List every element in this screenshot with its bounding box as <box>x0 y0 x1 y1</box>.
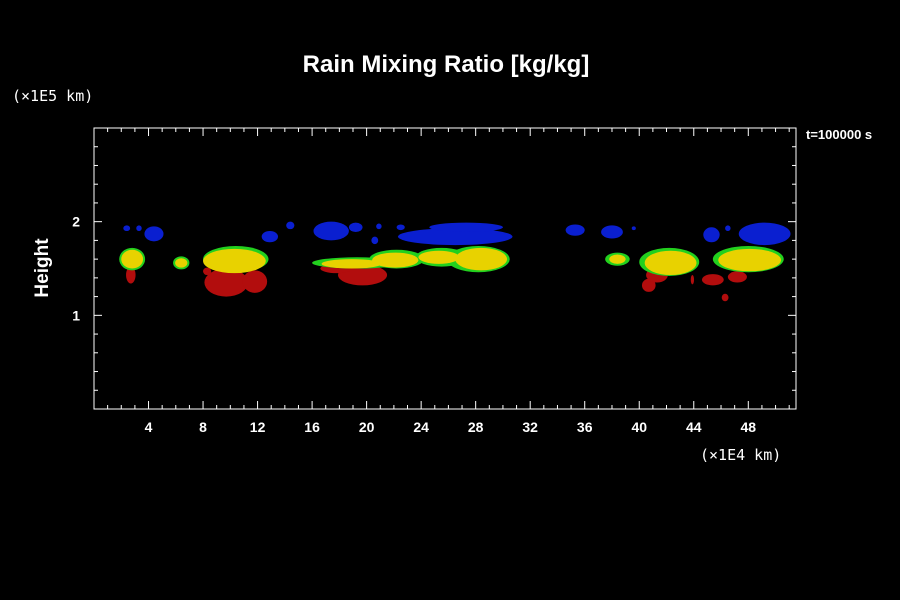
rain-region-yellow-40 <box>121 249 144 269</box>
x-tick-label: 20 <box>359 419 375 435</box>
rain-region-blue-11 <box>429 222 503 232</box>
rain-region-blue-6 <box>348 222 363 232</box>
rain-region-blue-10 <box>397 228 513 246</box>
rain-region-yellow-46 <box>455 247 508 271</box>
rain-region-red-28 <box>721 293 729 302</box>
rain-region-yellow-41 <box>175 258 188 268</box>
x-tick-label: 12 <box>250 419 266 435</box>
rain-region-blue-13 <box>601 225 623 239</box>
x-tick-label: 44 <box>686 419 702 435</box>
rain-region-blue-8 <box>371 236 379 245</box>
rain-region-red-18 <box>126 266 136 284</box>
x-tick-label: 36 <box>577 419 593 435</box>
rain-region-yellow-43 <box>321 259 382 269</box>
y-tick-label: 2 <box>72 214 80 230</box>
rain-region-red-27 <box>701 274 724 286</box>
rain-region-red-20 <box>242 270 268 293</box>
x-tick-label: 48 <box>741 419 757 435</box>
rain-region-red-19 <box>204 268 249 297</box>
rain-region-blue-17 <box>738 222 791 246</box>
rain-region-red-21 <box>203 267 212 276</box>
x-tick-label: 40 <box>631 419 647 435</box>
x-unit-label: (×1E4 km) <box>700 446 781 464</box>
rain-region-blue-0 <box>123 225 131 232</box>
axis-ticks <box>94 128 796 409</box>
rain-field <box>119 221 791 302</box>
y-axis-label: Height <box>32 238 53 298</box>
rain-region-yellow-48 <box>644 250 697 276</box>
x-tick-label: 24 <box>413 419 429 435</box>
rain-region-blue-15 <box>703 227 720 243</box>
rain-region-yellow-47 <box>609 254 626 264</box>
rain-region-blue-16 <box>725 225 731 232</box>
x-tick-label: 8 <box>199 419 207 435</box>
x-tick-label: 32 <box>522 419 538 435</box>
x-tick-label: 28 <box>468 419 484 435</box>
plot-frame <box>93 127 797 410</box>
rain-region-blue-1 <box>136 225 142 232</box>
x-tick-label: 4 <box>145 419 153 435</box>
rain-region-yellow-45 <box>418 250 460 264</box>
rain-region-yellow-42 <box>203 248 266 274</box>
rain-region-blue-9 <box>396 224 405 231</box>
rain-region-yellow-49 <box>718 248 782 272</box>
rain-region-red-24 <box>641 278 656 292</box>
rain-region-yellow-44 <box>372 252 419 268</box>
rain-region-blue-4 <box>286 221 295 230</box>
rain-region-blue-2 <box>144 226 164 242</box>
rain-region-blue-14 <box>631 226 636 231</box>
rain-region-blue-12 <box>565 224 585 236</box>
rain-region-blue-7 <box>376 223 382 230</box>
y-tick-label: 1 <box>72 307 80 323</box>
y-unit-label: (×1E5 km) <box>12 87 93 105</box>
time-label: t=100000 s <box>806 127 872 142</box>
rain-region-blue-3 <box>261 231 279 243</box>
rain-region-blue-5 <box>313 221 349 241</box>
rain-region-red-29 <box>727 271 747 283</box>
chart-title: Rain Mixing Ratio [kg/kg] <box>303 51 590 78</box>
rain-region-red-26 <box>690 275 695 285</box>
x-tick-label: 16 <box>304 419 320 435</box>
